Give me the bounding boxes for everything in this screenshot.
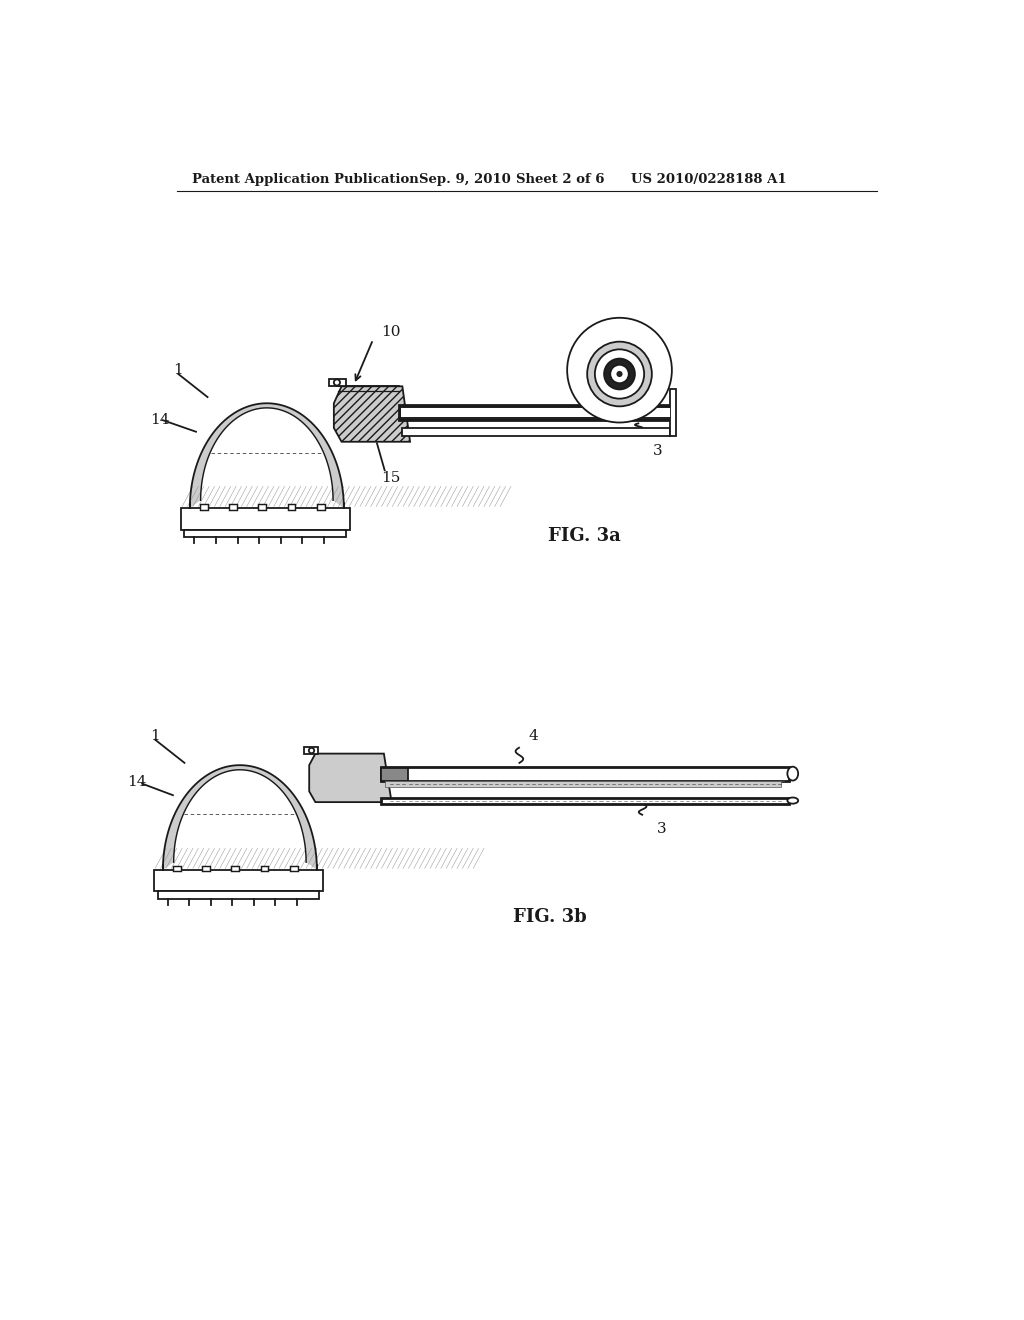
Bar [261, 866, 268, 871]
Text: 14: 14 [127, 775, 146, 789]
Polygon shape [334, 387, 410, 442]
Text: 15: 15 [381, 471, 400, 484]
Text: Sep. 9, 2010: Sep. 9, 2010 [419, 173, 511, 186]
Circle shape [309, 748, 314, 754]
Circle shape [604, 359, 635, 389]
Text: FIG. 3b: FIG. 3b [513, 908, 587, 925]
Text: Sheet 2 of 6: Sheet 2 of 6 [515, 173, 604, 186]
Bar [173, 866, 180, 871]
Bar [385, 780, 781, 787]
Bar [154, 870, 323, 891]
Text: 3: 3 [656, 822, 666, 836]
Text: 10: 10 [381, 325, 400, 339]
Bar [288, 504, 295, 510]
Bar [229, 504, 237, 510]
Text: 4: 4 [528, 729, 539, 743]
Circle shape [334, 379, 340, 385]
Polygon shape [163, 766, 316, 870]
Text: Patent Application Publication: Patent Application Publication [193, 173, 419, 186]
Bar [400, 408, 670, 417]
Bar [184, 529, 346, 537]
Ellipse shape [787, 797, 798, 804]
Circle shape [587, 342, 652, 407]
Polygon shape [309, 754, 391, 803]
Text: 3: 3 [652, 444, 663, 458]
Text: 1: 1 [173, 363, 182, 378]
Bar [202, 866, 210, 871]
Bar [402, 428, 670, 436]
Polygon shape [189, 404, 344, 508]
Bar [158, 891, 319, 899]
Text: FIG. 3a: FIG. 3a [549, 527, 622, 545]
Bar [381, 797, 788, 804]
Text: US 2010/0228188 A1: US 2010/0228188 A1 [631, 173, 786, 186]
Bar [330, 379, 346, 387]
Bar [670, 389, 676, 436]
Bar [290, 866, 298, 871]
Bar [381, 768, 408, 780]
Text: 1: 1 [150, 729, 160, 743]
Bar [180, 508, 350, 529]
Bar [381, 767, 788, 780]
Circle shape [610, 364, 629, 383]
Bar [258, 504, 266, 510]
Bar [398, 405, 670, 420]
Circle shape [567, 318, 672, 422]
Circle shape [616, 371, 623, 378]
Circle shape [595, 350, 644, 399]
Bar [304, 747, 317, 754]
Bar [316, 504, 325, 510]
Bar [200, 504, 208, 510]
Text: 14: 14 [150, 413, 169, 428]
Ellipse shape [787, 767, 798, 780]
Bar [231, 866, 240, 871]
